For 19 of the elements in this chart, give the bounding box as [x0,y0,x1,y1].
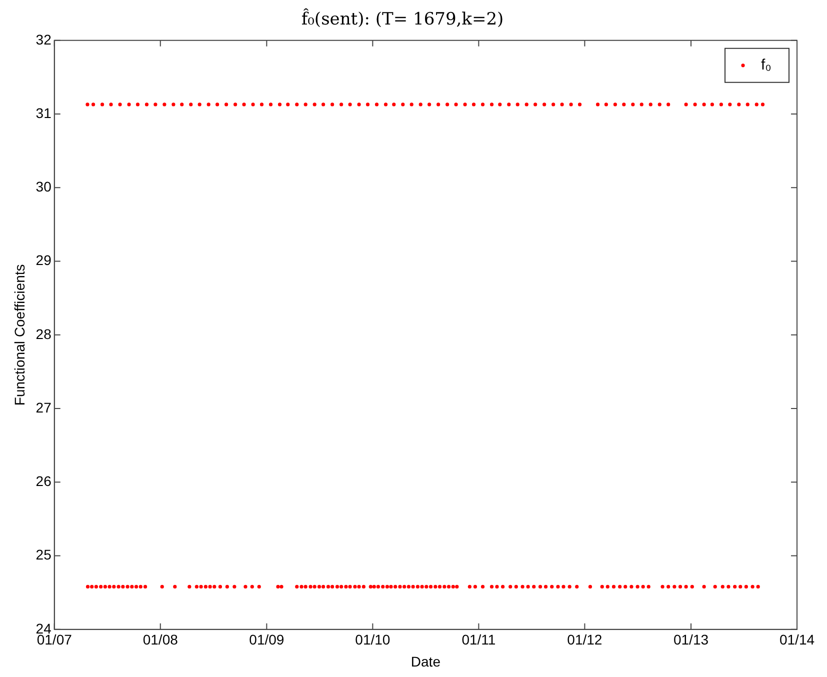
x-tick-label: 01/10 [355,632,390,648]
chart-title: f̂₀(sent): (T= 1679,k=2) [301,8,504,30]
x-tick-label: 01/14 [779,632,815,648]
y-axis-title: Functional Coefficients [11,264,28,406]
y-tick-label: 31 [36,104,52,121]
y-tick-label: 25 [36,546,52,563]
x-tick-label: 01/12 [567,632,602,648]
x-axis-title: Date [410,653,441,670]
y-tick-label: 27 [36,399,52,416]
x-tick-label: 01/08 [142,632,178,648]
y-tick-label: 32 [36,31,52,48]
y-tick-label: 29 [36,252,52,268]
legend-label: f₀ [761,56,772,74]
x-tick-label: 01/11 [462,632,496,648]
y-tick-label: 30 [36,178,52,195]
y-tick-label: 28 [36,326,52,342]
x-tick-label: 01/13 [673,632,709,648]
y-tick-label: 26 [36,473,52,490]
x-tick-label: 01/09 [249,632,284,648]
